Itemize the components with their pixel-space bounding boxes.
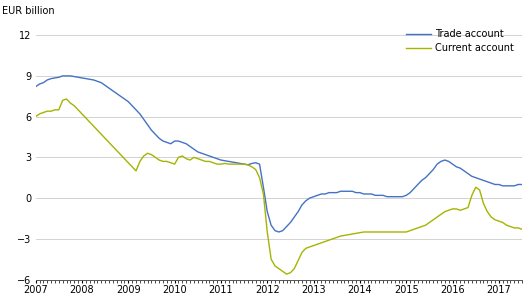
Current account — [341, 233, 348, 237]
Trade account — [341, 189, 348, 193]
Legend: Trade account, Current account: Trade account, Current account — [403, 27, 517, 56]
Line: Trade account: Trade account — [35, 76, 529, 232]
Current account — [284, 272, 290, 276]
Trade account — [32, 85, 39, 88]
Trade account — [245, 163, 251, 167]
Current account — [32, 115, 39, 118]
Line: Current account: Current account — [35, 99, 529, 274]
Trade account — [488, 181, 494, 185]
Text: EUR billion: EUR billion — [2, 6, 54, 16]
Current account — [245, 163, 251, 167]
Trade account — [418, 178, 425, 182]
Trade account — [59, 74, 66, 78]
Current account — [230, 162, 236, 166]
Current account — [418, 225, 425, 228]
Current account — [63, 97, 70, 101]
Trade account — [276, 230, 282, 234]
Current account — [488, 215, 494, 219]
Trade account — [230, 160, 236, 164]
